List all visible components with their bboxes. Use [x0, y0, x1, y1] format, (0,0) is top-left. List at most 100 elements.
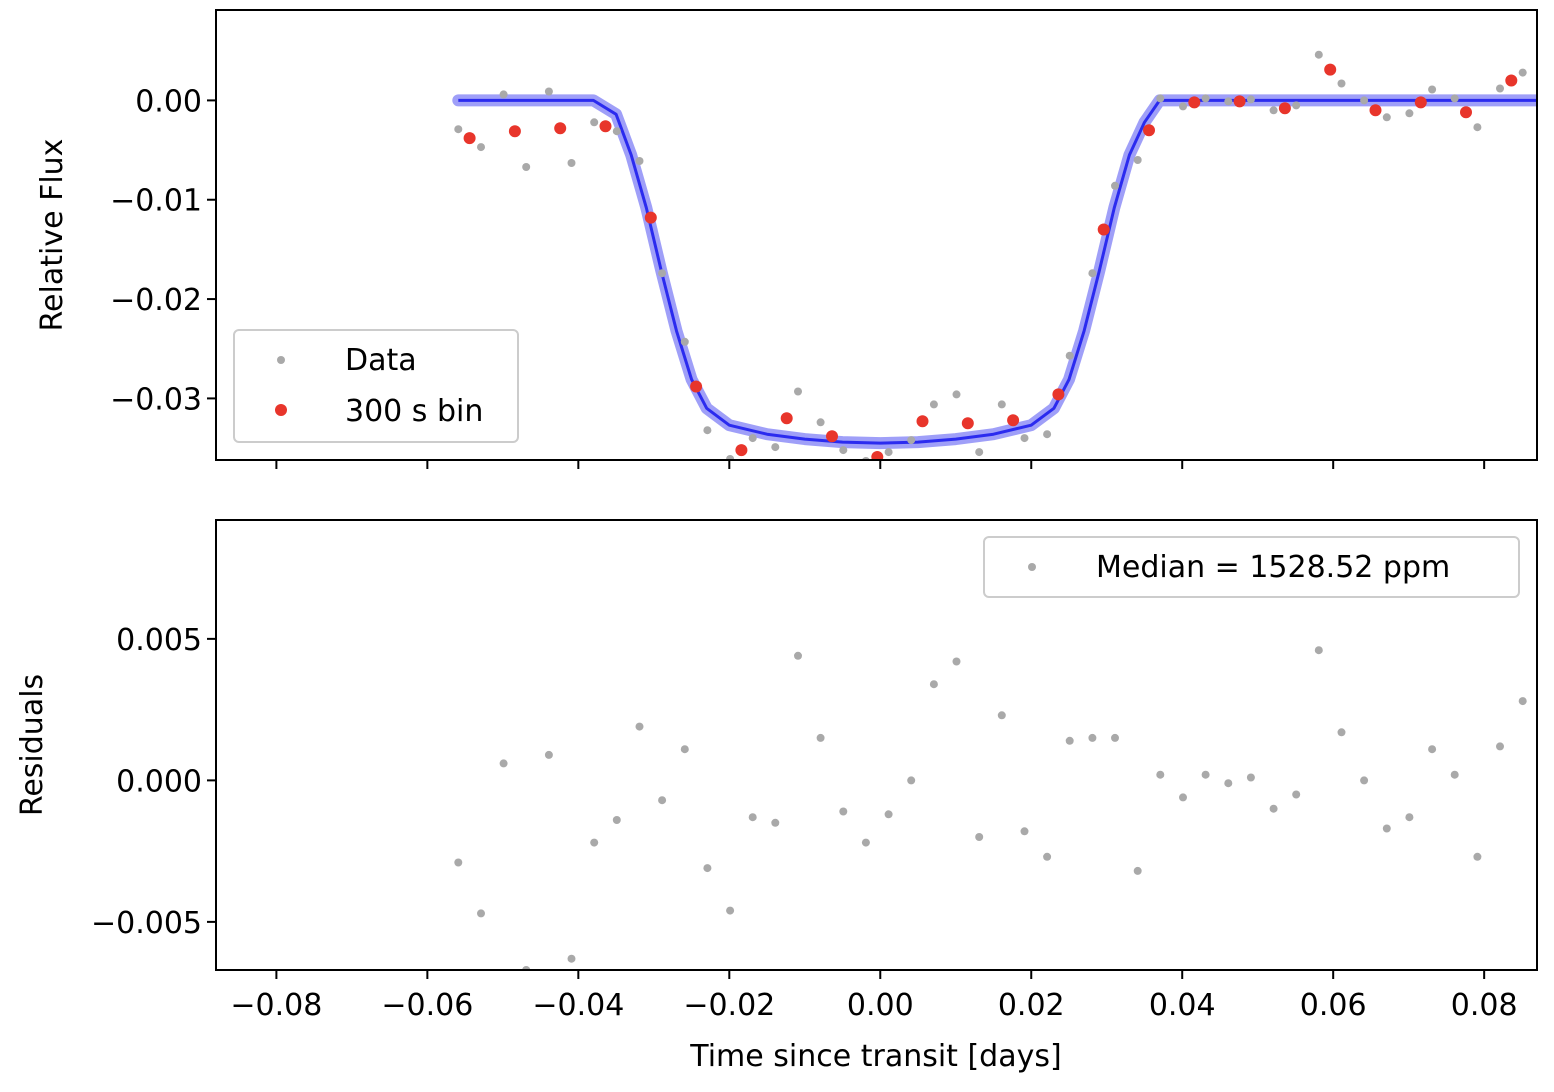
data-point — [794, 651, 802, 660]
data-point — [1337, 79, 1346, 88]
data-point — [771, 443, 780, 452]
data-point — [1405, 813, 1414, 822]
binned-point — [1233, 95, 1246, 108]
data-point — [997, 400, 1006, 409]
binned-point — [690, 380, 703, 393]
data-point — [1179, 793, 1187, 802]
x-tick-label: 0.08 — [1451, 988, 1518, 1023]
data-point — [975, 833, 984, 841]
binned-point — [916, 415, 929, 428]
transit-model-line — [458, 98, 1537, 445]
legend-marker-bin — [275, 404, 287, 416]
model-uncertainty-band — [452, 94, 1537, 450]
data-point — [839, 807, 848, 816]
data-point — [1043, 430, 1052, 439]
data-point — [703, 426, 712, 435]
data-point — [703, 864, 712, 873]
data-point — [816, 418, 825, 427]
x-tick-label: 0.00 — [847, 988, 914, 1023]
data-point — [748, 434, 757, 443]
data-point — [997, 711, 1006, 720]
data-point — [1473, 852, 1482, 861]
legend-label-data: Data — [345, 343, 417, 378]
data-point — [1337, 728, 1346, 737]
data-point — [1224, 97, 1233, 106]
data-point — [1020, 827, 1029, 836]
data-point — [1450, 770, 1459, 779]
legend-marker-data — [277, 356, 285, 364]
data-point — [1496, 84, 1504, 93]
data-point — [952, 657, 961, 666]
data-point — [1382, 824, 1391, 833]
data-point — [1450, 94, 1459, 103]
binned-point — [780, 412, 793, 425]
data-point — [1382, 113, 1391, 122]
data-point — [590, 118, 599, 127]
binned-point — [463, 132, 476, 145]
data-point — [1518, 68, 1527, 77]
binned-point — [1414, 96, 1427, 109]
data-point — [1179, 102, 1187, 111]
x-axis-label: Time since transit [days] — [689, 1039, 1061, 1074]
binned-point — [871, 451, 884, 460]
data-point — [1201, 94, 1210, 103]
binned-point — [1324, 63, 1337, 76]
binned-point — [1052, 388, 1065, 401]
data-point — [454, 858, 463, 867]
binned-point — [735, 444, 748, 457]
legend-label-median: Median = 1528.52 ppm — [1096, 550, 1450, 585]
binned-point — [1007, 414, 1020, 427]
data-point — [884, 810, 893, 819]
data-point — [1405, 109, 1414, 118]
data-point — [658, 269, 667, 278]
data-point — [1314, 646, 1323, 655]
binned-point — [1143, 124, 1155, 137]
binned-point — [508, 125, 521, 138]
data-point — [907, 776, 916, 785]
data-point — [1111, 181, 1119, 190]
data-point — [499, 759, 508, 768]
legend-marker-median — [1028, 563, 1036, 571]
data-point — [1269, 106, 1278, 115]
data-point — [454, 125, 463, 134]
data-point — [1360, 96, 1369, 105]
data-point — [522, 163, 531, 171]
bottom-legend: Median = 1528.52 ppm — [983, 536, 1520, 598]
data-point — [929, 680, 938, 689]
x-tick-label: 0.02 — [998, 988, 1065, 1023]
data-point — [1043, 852, 1052, 861]
data-point — [1156, 94, 1165, 103]
data-point — [590, 838, 599, 847]
data-point — [612, 816, 621, 824]
binned-point — [554, 122, 567, 135]
data-point — [1224, 779, 1233, 788]
data-point — [975, 448, 984, 457]
binned-point — [961, 417, 974, 430]
bottom-legend-box — [983, 536, 1520, 598]
x-tick-label: −0.08 — [230, 988, 322, 1023]
x-tick-label: −0.02 — [683, 988, 775, 1023]
data-point — [1065, 351, 1074, 360]
data-point — [726, 455, 735, 460]
top-panel: 0.00 −0.01 −0.02 −0.03 Relative Flux Data 3… — [35, 9, 1538, 469]
data-point — [1360, 776, 1369, 785]
data-point — [567, 159, 576, 167]
data-point — [1314, 50, 1323, 59]
data-point — [499, 90, 508, 99]
data-point — [952, 390, 961, 399]
data-point — [1201, 770, 1210, 779]
data-point — [635, 722, 644, 731]
data-point — [544, 87, 553, 96]
binned-point — [1097, 223, 1110, 236]
data-point — [1428, 745, 1437, 754]
data-point — [1088, 269, 1097, 278]
data-point — [1246, 773, 1255, 782]
data-point — [544, 750, 553, 759]
data-point — [884, 448, 893, 457]
binned-point — [1460, 106, 1472, 119]
top-y-tick-label: −0.03 — [110, 382, 202, 417]
data-point — [771, 818, 780, 827]
bottom-panel: 0.005 0.000 −0.005 −0.08 −0.06 −0.04 −0.02 0.00… — [15, 519, 1538, 1074]
data-point — [1246, 95, 1255, 104]
